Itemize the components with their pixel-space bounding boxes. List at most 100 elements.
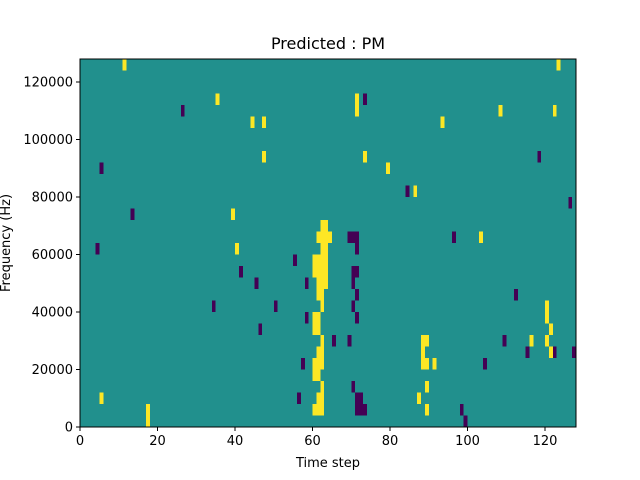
heatmap-cell-high — [545, 300, 549, 312]
heatmap-cell-high — [324, 243, 329, 255]
heatmap-cell-low — [355, 392, 360, 404]
heatmap-cell-high — [316, 358, 321, 370]
heatmap-cell-high — [316, 277, 321, 289]
heatmap-cell-high — [215, 93, 220, 105]
heatmap-cell-high — [355, 105, 360, 117]
x-tick-label: 80 — [382, 434, 399, 449]
heatmap-cell-high — [320, 300, 325, 312]
heatmap-cell-high — [316, 404, 321, 416]
heatmap-cell-high — [262, 151, 267, 163]
heatmap-cell-low — [238, 266, 243, 278]
x-tick-label: 0 — [76, 434, 84, 449]
heatmap-cell-low — [211, 300, 216, 312]
heatmap-cell-high — [250, 116, 255, 128]
heatmap-cell-high — [421, 346, 425, 358]
chart-title: Predicted : PM — [271, 34, 385, 53]
heatmap-cell-low — [568, 197, 573, 209]
heatmap-cell-low — [95, 243, 100, 255]
heatmap-cell-low — [347, 335, 352, 347]
heatmap-cell-low — [351, 277, 356, 289]
heatmap-cell-high — [312, 404, 317, 416]
y-tick-label: 40000 — [32, 306, 73, 321]
heatmap-cell-high — [316, 392, 321, 404]
heatmap-cell-high — [324, 254, 329, 266]
heatmap-cell-low — [351, 266, 356, 278]
heatmap-cell-high — [479, 231, 484, 243]
heatmap-cell-high — [320, 392, 325, 404]
heatmap-cells — [95, 59, 577, 427]
heatmap-cell-low — [483, 358, 487, 370]
heatmap-cell-low — [351, 300, 356, 312]
heatmap-cell-high — [320, 254, 325, 266]
heatmap-cell-high — [424, 335, 429, 347]
heatmap-cell-low — [552, 346, 557, 358]
heatmap-cell-high — [145, 404, 150, 416]
heatmap-cell-high — [316, 312, 321, 324]
heatmap-cell-high — [312, 312, 317, 324]
heatmap-cell-low — [514, 289, 518, 301]
heatmap-cell-low — [355, 231, 360, 243]
y-tick-label: 0 — [65, 421, 73, 436]
heatmap-cell-low — [351, 381, 356, 393]
heatmap-cell-high — [231, 208, 236, 220]
heatmap-cell-high — [432, 358, 437, 370]
heatmap-cell-high — [320, 335, 325, 347]
heatmap-cell-high — [145, 415, 150, 427]
heatmap-cell-high — [320, 381, 325, 393]
heatmap-cell-low — [254, 277, 259, 289]
heatmap-cell-high — [320, 346, 325, 358]
heatmap-cell-high — [320, 358, 325, 370]
heatmap-cell-low — [180, 105, 185, 117]
heatmap-cell-high — [320, 289, 325, 301]
y-tick-label: 60000 — [32, 248, 73, 263]
heatmap-cell-high — [312, 254, 317, 266]
x-axis: 0 20 40 60 80 100 120 — [76, 427, 558, 449]
heatmap-cell-high — [548, 323, 553, 335]
heatmap-cell-low — [359, 392, 363, 404]
heatmap-cell-low — [452, 231, 456, 243]
heatmap-cell-high — [421, 335, 425, 347]
heatmap-cell-low — [572, 346, 577, 358]
heatmap-cell-high — [316, 289, 321, 301]
heatmap-cell-low — [99, 162, 104, 174]
heatmap-cell-high — [498, 105, 503, 117]
x-tick-label: 120 — [533, 434, 558, 449]
plot-area — [79, 58, 577, 428]
heatmap-cell-low — [304, 312, 309, 324]
heatmap-cell-high — [324, 220, 329, 232]
heatmap-cell-high — [424, 404, 429, 416]
heatmap-cell-high — [413, 185, 418, 197]
heatmap-cell-low — [459, 404, 464, 416]
x-tick-label: 20 — [149, 434, 166, 449]
heatmap-cell-low — [537, 151, 542, 163]
heatmap-cell-high — [316, 231, 321, 243]
heatmap-cell-high — [320, 277, 325, 289]
heatmap-cell-high — [324, 266, 329, 278]
y-tick-label: 120000 — [23, 76, 73, 91]
heatmap-cell-high — [312, 266, 317, 278]
x-tick-label: 100 — [455, 434, 480, 449]
heatmap-cell-low — [362, 93, 367, 105]
heatmap-cell-low — [347, 231, 352, 243]
heatmap-cell-high — [316, 346, 321, 358]
y-axis: 0 20000 40000 60000 80000 100000 120000 — [23, 76, 80, 436]
heatmap-cell-high — [552, 105, 557, 117]
heatmap-cell-high — [440, 116, 445, 128]
heatmap-cell-high — [421, 358, 425, 370]
heatmap-cell-high — [324, 277, 329, 289]
heatmap-cell-low — [355, 312, 360, 324]
heatmap-cell-high — [417, 392, 422, 404]
x-tick-label: 60 — [304, 434, 321, 449]
heatmap-cell-low — [130, 208, 135, 220]
heatmap-cell-high — [122, 59, 127, 71]
heatmap-cell-high — [556, 59, 561, 71]
heatmap-cell-high — [235, 243, 239, 255]
heatmap-cell-low — [300, 358, 305, 370]
y-tick-label: 100000 — [23, 133, 73, 148]
heatmap-cell-high — [312, 323, 317, 335]
heatmap-cell-high — [316, 266, 321, 278]
y-tick-label: 20000 — [32, 363, 73, 378]
heatmap-cell-high — [262, 116, 267, 128]
heatmap-cell-high — [312, 369, 317, 381]
